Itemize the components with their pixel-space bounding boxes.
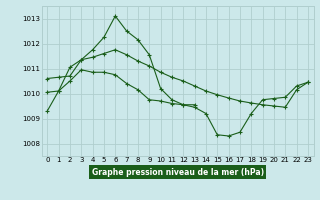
X-axis label: Graphe pression niveau de la mer (hPa): Graphe pression niveau de la mer (hPa) <box>92 168 264 177</box>
